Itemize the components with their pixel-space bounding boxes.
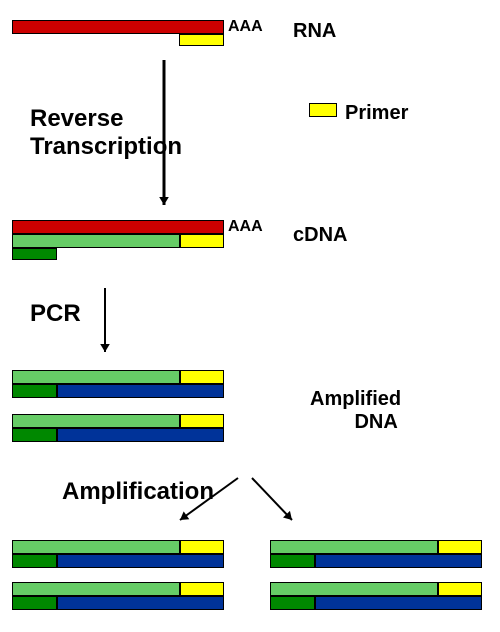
amp2-top-green bbox=[12, 414, 180, 428]
primer-legend-label: Primer bbox=[345, 102, 408, 125]
arrow-amp-right bbox=[242, 468, 302, 530]
amp1-top-green bbox=[12, 370, 180, 384]
amplified-dna-label: Amplified DNA bbox=[310, 388, 401, 434]
cdna-aaa-tail: AAA bbox=[228, 218, 263, 236]
rna-strand bbox=[12, 20, 224, 34]
cdna-yellow-primer bbox=[180, 234, 224, 248]
final-r2-top-green bbox=[270, 582, 438, 596]
final-l1-top-green bbox=[12, 540, 180, 554]
cdna-rna-strand bbox=[12, 220, 224, 234]
amp1-bot-dgreen bbox=[12, 384, 57, 398]
amp1-top-yellow bbox=[180, 370, 224, 384]
final-l1-bot-dgreen bbox=[12, 554, 57, 568]
amp2-bot-dgreen bbox=[12, 428, 57, 442]
pcr-label: PCR bbox=[30, 300, 81, 328]
primer-legend-box bbox=[309, 103, 337, 117]
final-r1-bot-blue bbox=[315, 554, 482, 568]
final-r1-top-yellow bbox=[438, 540, 482, 554]
amp1-bot-blue bbox=[57, 384, 224, 398]
final-l2-bot-blue bbox=[57, 596, 224, 610]
final-l2-bot-dgreen bbox=[12, 596, 57, 610]
rna-label: RNA bbox=[293, 20, 336, 43]
cdna-label: cDNA bbox=[293, 224, 347, 247]
final-l1-top-yellow bbox=[180, 540, 224, 554]
final-r2-bot-blue bbox=[315, 596, 482, 610]
arrow-pcr bbox=[95, 278, 115, 362]
final-r2-top-yellow bbox=[438, 582, 482, 596]
amp2-bot-blue bbox=[57, 428, 224, 442]
cdna-green-strand bbox=[12, 234, 180, 248]
amp2-top-yellow bbox=[180, 414, 224, 428]
final-l2-top-green bbox=[12, 582, 180, 596]
rt-pcr-diagram: AAA RNA Primer Reverse Transcription AAA… bbox=[0, 0, 500, 632]
rna-primer bbox=[179, 34, 224, 46]
cdna-dgreen-primer bbox=[12, 248, 57, 260]
final-r1-top-green bbox=[270, 540, 438, 554]
final-l1-bot-blue bbox=[57, 554, 224, 568]
arrow-amp-left bbox=[170, 468, 248, 530]
arrow-rt bbox=[154, 50, 174, 215]
final-r1-bot-dgreen bbox=[270, 554, 315, 568]
final-r2-bot-dgreen bbox=[270, 596, 315, 610]
final-l2-top-yellow bbox=[180, 582, 224, 596]
rna-aaa-tail: AAA bbox=[228, 18, 263, 36]
